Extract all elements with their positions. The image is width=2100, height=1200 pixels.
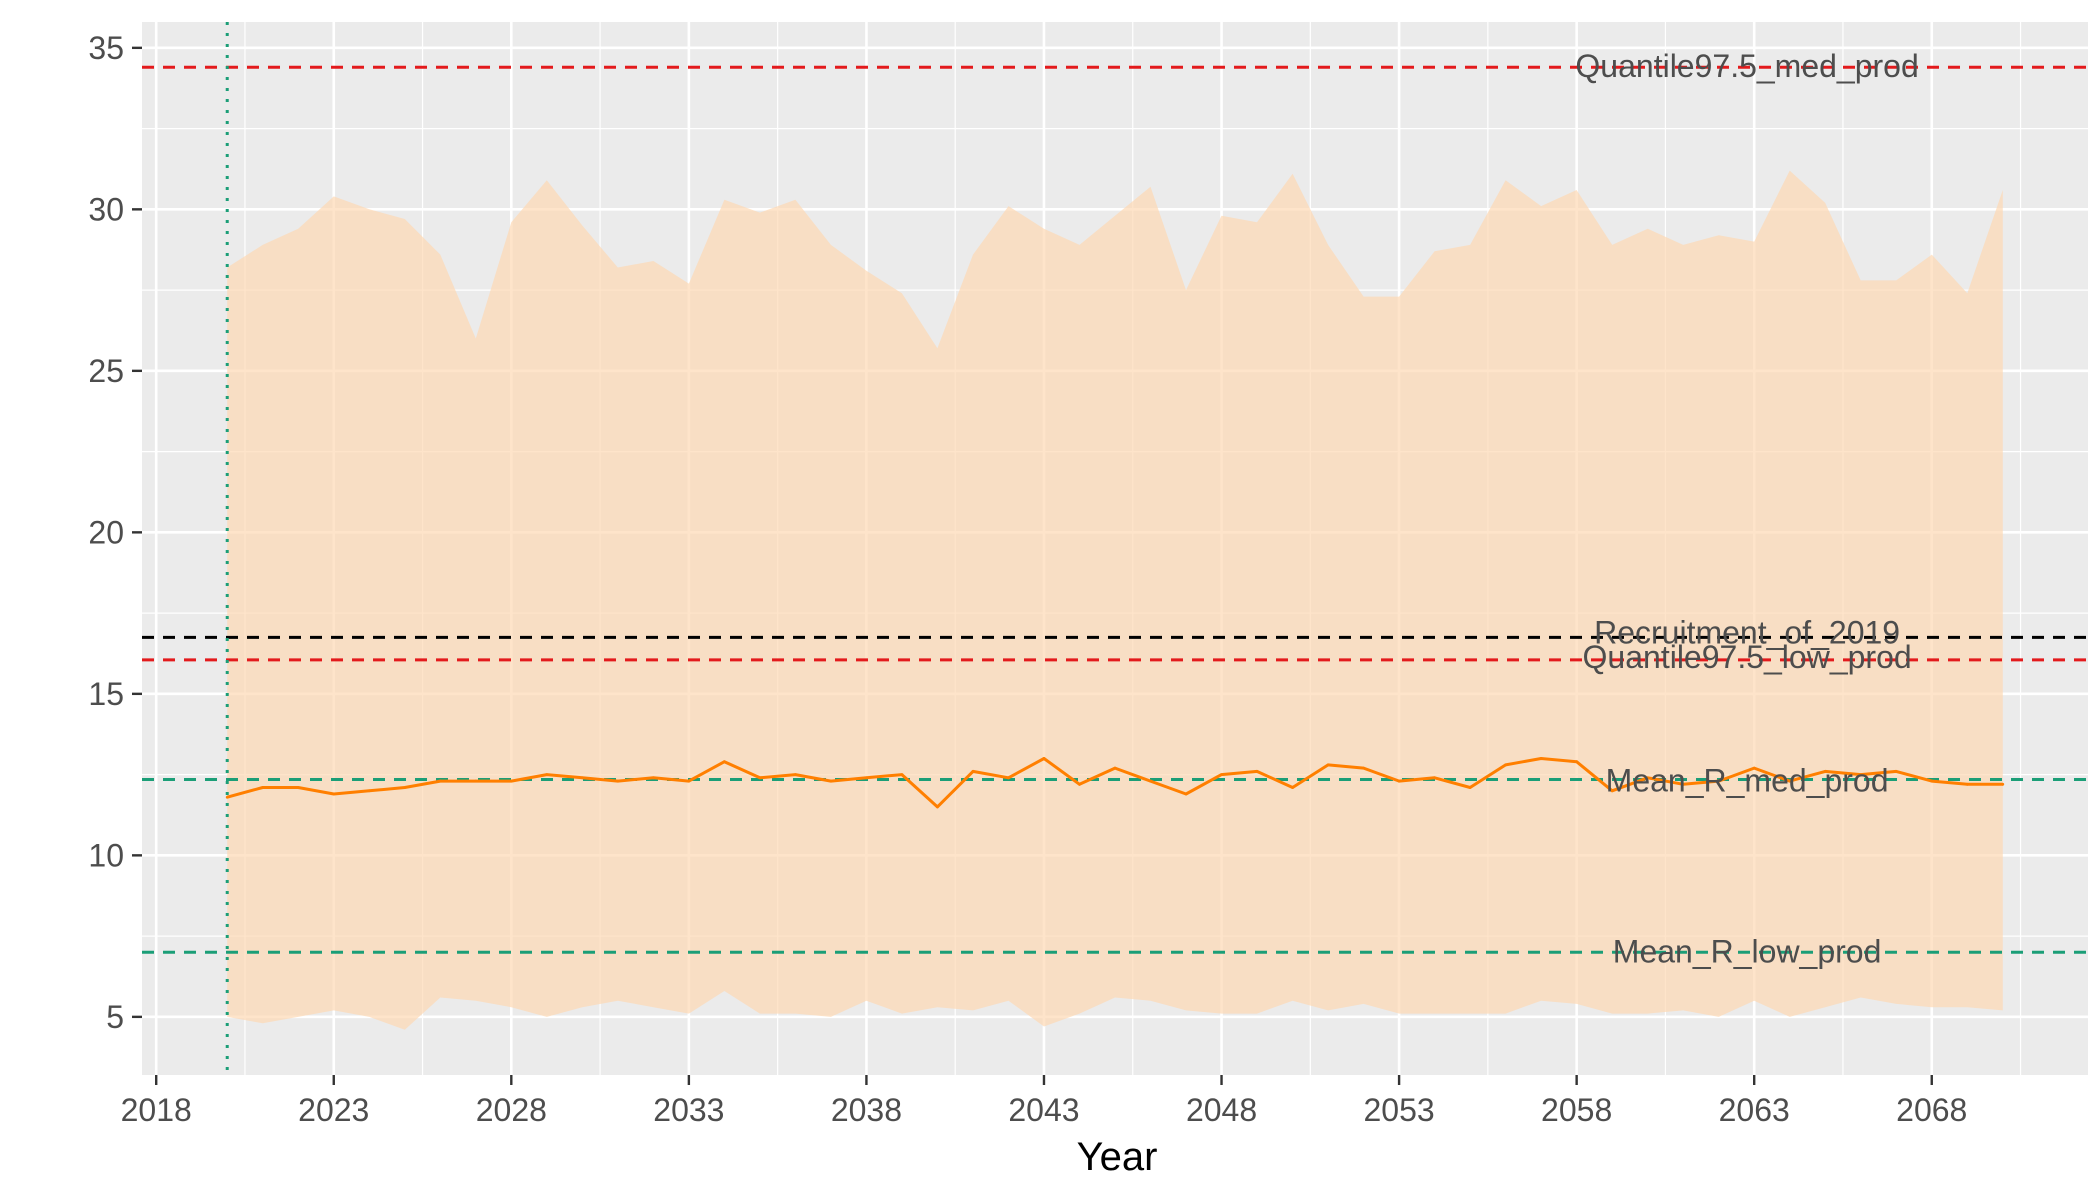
y-tick-label: 25 [88, 353, 124, 389]
median-point [545, 773, 548, 776]
median-point [830, 780, 833, 783]
median-point [261, 786, 264, 789]
median-point [1433, 776, 1436, 779]
median-point [687, 780, 690, 783]
median-point [936, 806, 939, 809]
quantile-ribbon [227, 171, 2003, 1030]
median-point [865, 776, 868, 779]
median-point [972, 770, 975, 773]
median-point [1966, 783, 1969, 786]
median-point [1504, 764, 1507, 767]
x-tick-label: 2058 [1541, 1092, 1612, 1128]
median-point [403, 786, 406, 789]
y-tick-label: 10 [88, 837, 124, 873]
median-point [1149, 780, 1152, 783]
median-point [368, 789, 371, 792]
median-point [297, 786, 300, 789]
y-tick-label: 15 [88, 676, 124, 712]
x-tick-label: 2028 [476, 1092, 547, 1128]
y-tick-label: 35 [88, 30, 124, 66]
median-point [2001, 783, 2004, 786]
x-tick-label: 2023 [298, 1092, 369, 1128]
x-tick-label: 2053 [1363, 1092, 1434, 1128]
median-point [474, 780, 477, 783]
x-axis-title: Year [1077, 1135, 1158, 1179]
median-point [1185, 793, 1188, 796]
median-point [581, 776, 584, 779]
x-tick-label: 2038 [831, 1092, 902, 1128]
median-point [652, 776, 655, 779]
median-point [1930, 780, 1933, 783]
median-point [1895, 770, 1898, 773]
x-tick-label: 2018 [121, 1092, 192, 1128]
ref-label-Mean_R_med_prod: Mean_R_med_prod [1606, 762, 1889, 798]
median-point [1078, 783, 1081, 786]
ref-label-Quantile97.5_low_prod: Quantile97.5_low_prod [1583, 639, 1912, 675]
x-tick-label: 2033 [653, 1092, 724, 1128]
median-point [1114, 767, 1117, 770]
median-point [723, 760, 726, 763]
x-tick-label: 2048 [1186, 1092, 1257, 1128]
median-point [226, 796, 229, 799]
y-tick-label: 30 [88, 191, 124, 227]
median-point [1575, 760, 1578, 763]
x-tick-label: 2063 [1719, 1092, 1790, 1128]
y-tick-label: 20 [88, 514, 124, 550]
median-point [1540, 757, 1543, 760]
median-point [1327, 764, 1330, 767]
ref-label-Mean_R_low_prod: Mean_R_low_prod [1613, 933, 1882, 969]
median-point [1291, 786, 1294, 789]
median-point [1256, 770, 1259, 773]
median-point [794, 773, 797, 776]
y-tick-label: 5 [106, 999, 124, 1035]
median-point [758, 776, 761, 779]
x-tick-label: 2068 [1896, 1092, 1967, 1128]
ref-label-Quantile97.5_med_prod: Quantile97.5_med_prod [1575, 48, 1918, 84]
median-point [1220, 773, 1223, 776]
median-point [1398, 780, 1401, 783]
median-point [616, 780, 619, 783]
median-point [1007, 776, 1010, 779]
median-point [901, 773, 904, 776]
median-point [1469, 786, 1472, 789]
median-point [1362, 767, 1365, 770]
median-point [1043, 757, 1046, 760]
median-point [439, 780, 442, 783]
median-point [510, 780, 513, 783]
median-point [332, 793, 335, 796]
confidence-band [227, 171, 2003, 1030]
x-tick-label: 2043 [1008, 1092, 1079, 1128]
